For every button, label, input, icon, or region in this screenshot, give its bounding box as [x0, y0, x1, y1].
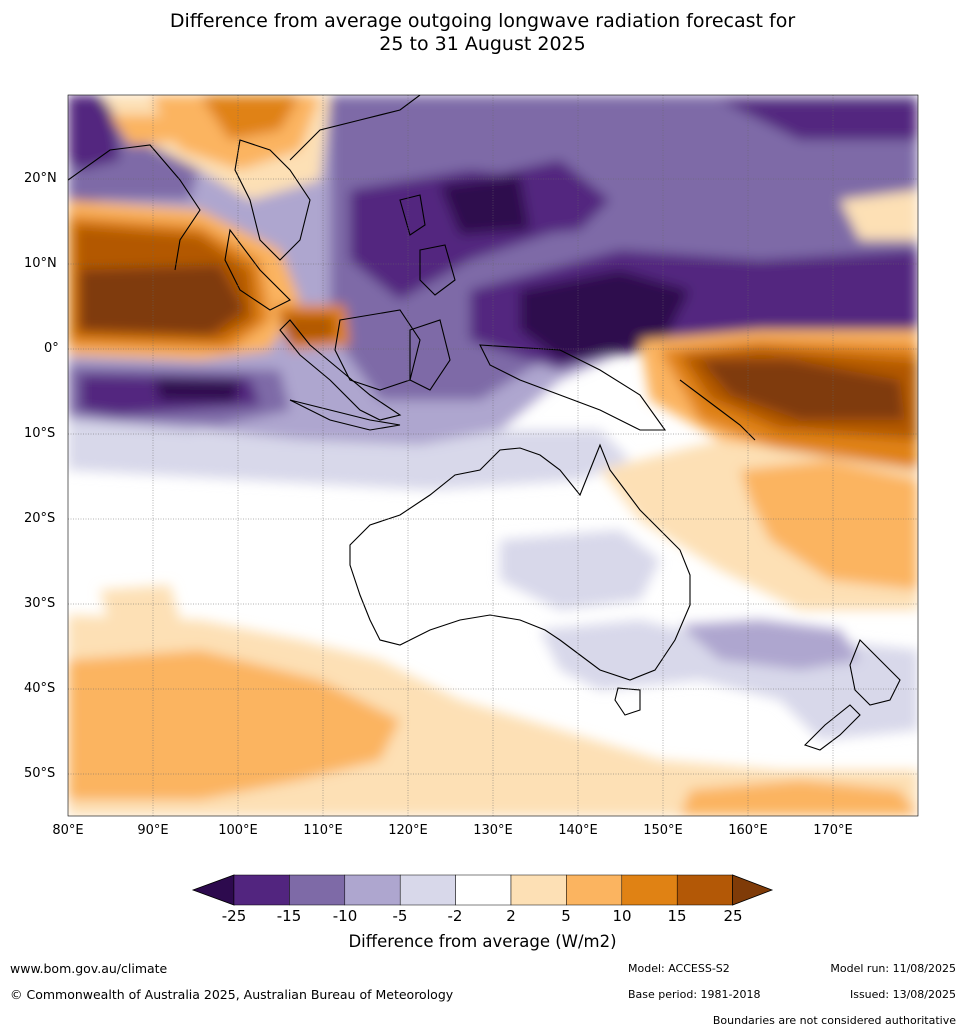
colorbar-tick: -15: [276, 907, 302, 925]
colorbar-tick: 5: [561, 907, 571, 925]
colorbar-tick: 25: [723, 907, 743, 925]
graticule: [68, 95, 918, 816]
coastlines: [68, 95, 901, 751]
lat-label: 40°S: [24, 681, 56, 696]
colorbar: [191, 874, 774, 906]
lon-label: 100°E: [218, 823, 258, 838]
colorbar-swatch: [676, 874, 733, 906]
lat-label: 0°: [44, 341, 59, 356]
title-line-1: Difference from average outgoing longwav…: [169, 10, 796, 32]
contour-field: [68, 95, 918, 816]
colorbar-tick: -5: [392, 907, 408, 925]
colorbar-tick: -2: [447, 907, 463, 925]
website-link[interactable]: www.bom.gov.au/climate: [10, 961, 168, 976]
lon-label: 120°E: [388, 823, 428, 838]
lat-label: 10°S: [24, 426, 56, 441]
issued-text: Issued: 13/08/2025: [849, 988, 956, 1001]
lat-label: 50°S: [24, 766, 56, 781]
model-text: Model: ACCESS-S2: [628, 962, 730, 975]
title-line-2: 25 to 31 August 2025: [379, 33, 586, 55]
colorbar-swatch: [566, 874, 623, 906]
map-title: Difference from average outgoing longwav…: [0, 10, 965, 56]
lon-label: 110°E: [303, 823, 343, 838]
colorbar-tick: -25: [221, 907, 247, 925]
lat-label: 30°S: [24, 596, 56, 611]
colorbar-extend-low: [191, 874, 235, 906]
colorbar-title: Difference from average (W/m2): [348, 932, 617, 951]
colorbar-tick: 15: [667, 907, 687, 925]
colorbar-tick: 10: [612, 907, 632, 925]
copyright-text: © Commonwealth of Australia 2025, Austra…: [10, 987, 454, 1002]
map-frame: [67, 94, 919, 817]
colorbar-swatch: [399, 874, 456, 906]
lat-label: 20°S: [24, 511, 56, 526]
lat-label: 10°N: [24, 256, 57, 271]
colorbar-swatch: [455, 874, 512, 906]
colorbar-swatch: [510, 874, 567, 906]
colorbar-swatch: [289, 874, 346, 906]
lon-label: 90°E: [137, 823, 169, 838]
colorbar-swatch: [233, 874, 290, 906]
base-period-text: Base period: 1981-2018: [628, 988, 761, 1001]
lon-label: 170°E: [813, 823, 853, 838]
lon-label: 160°E: [728, 823, 768, 838]
colorbar-swatch: [344, 874, 401, 906]
model-run-text: Model run: 11/08/2025: [830, 962, 956, 975]
colorbar-tick: -10: [332, 907, 358, 925]
lat-label: 20°N: [24, 171, 57, 186]
colorbar-extend-high: [732, 874, 774, 906]
lon-label: 150°E: [643, 823, 683, 838]
lon-label: 130°E: [473, 823, 513, 838]
lon-label: 80°E: [52, 823, 84, 838]
colorbar-swatch: [621, 874, 678, 906]
lon-label: 140°E: [558, 823, 598, 838]
disclaimer-text: Boundaries are not considered authoritat…: [712, 1014, 956, 1027]
colorbar-tick: 2: [506, 907, 516, 925]
